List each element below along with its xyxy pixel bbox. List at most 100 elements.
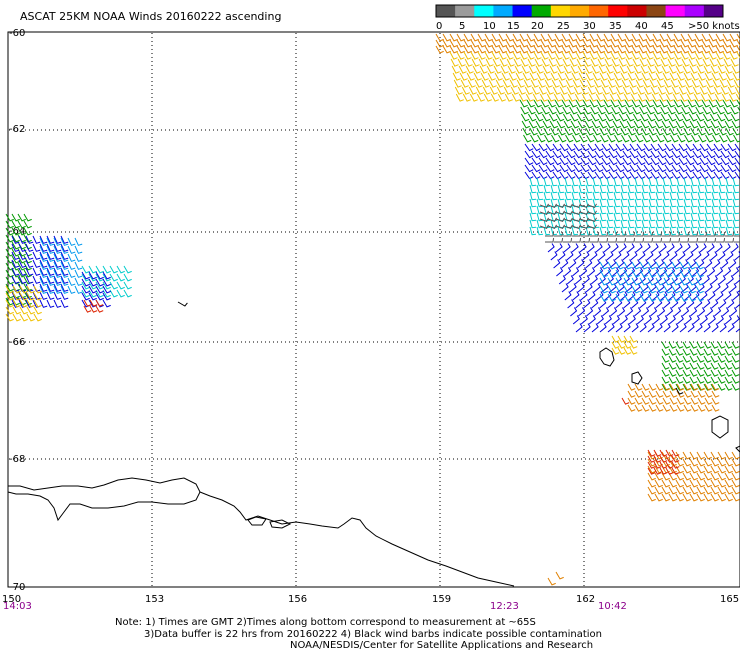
wind-barb bbox=[731, 493, 740, 502]
wind-barb bbox=[694, 39, 703, 48]
wind-barb bbox=[526, 33, 535, 42]
wind-barb bbox=[611, 58, 620, 67]
wind-barb bbox=[109, 281, 118, 290]
wind-barb bbox=[585, 72, 594, 81]
wind-barb bbox=[718, 205, 726, 215]
wind-barb bbox=[579, 224, 589, 230]
wind-barb bbox=[468, 86, 477, 95]
wind-barb bbox=[624, 45, 633, 54]
wind-barb bbox=[602, 307, 610, 317]
wind-barb bbox=[579, 79, 588, 88]
wind-barb bbox=[67, 277, 76, 286]
wind-barb bbox=[607, 134, 616, 143]
wind-barb bbox=[735, 299, 740, 309]
wind-barb bbox=[678, 157, 688, 166]
wind-barb bbox=[625, 259, 633, 269]
wind-barb bbox=[60, 259, 69, 268]
wind-barb bbox=[53, 269, 62, 278]
wind-barb bbox=[654, 472, 663, 481]
wind-barb bbox=[46, 251, 55, 260]
wind-barb bbox=[471, 58, 480, 67]
wind-barb bbox=[88, 281, 97, 290]
wind-barb bbox=[663, 285, 672, 294]
wind-barb bbox=[39, 267, 48, 276]
wind-barb bbox=[666, 45, 675, 54]
wind-barb bbox=[11, 220, 20, 229]
wind-barb bbox=[734, 275, 740, 285]
wind-barb bbox=[689, 355, 698, 363]
wind-barb bbox=[646, 251, 654, 261]
wind-barb bbox=[622, 86, 631, 95]
wind-barb bbox=[671, 467, 680, 475]
wind-barb bbox=[11, 291, 20, 300]
wind-barb bbox=[470, 45, 479, 54]
wind-barb bbox=[697, 184, 705, 194]
wind-barb bbox=[573, 86, 582, 95]
legend-border bbox=[435, 4, 724, 18]
wind-barb bbox=[33, 313, 42, 322]
wind-barb bbox=[475, 86, 484, 95]
wind-barb bbox=[685, 86, 694, 95]
wind-barb bbox=[732, 72, 740, 81]
wind-barb bbox=[493, 65, 502, 74]
wind-barb bbox=[693, 93, 702, 102]
wind-barb bbox=[709, 58, 718, 67]
wind-barb bbox=[655, 212, 663, 222]
legend-swatch bbox=[589, 5, 609, 17]
wind-barb bbox=[582, 99, 591, 108]
wind-barb bbox=[627, 127, 636, 136]
wind-barb bbox=[477, 33, 486, 42]
wind-barb bbox=[599, 261, 608, 270]
wind-barb bbox=[681, 106, 690, 115]
wind-barb bbox=[608, 157, 618, 166]
wind-barb bbox=[60, 291, 69, 300]
wind-barb bbox=[603, 99, 612, 108]
wind-barb bbox=[639, 261, 648, 270]
wind-barb bbox=[81, 281, 90, 290]
wind-barb bbox=[696, 376, 705, 384]
wind-barb bbox=[649, 79, 658, 88]
wind-barb bbox=[639, 113, 649, 122]
wind-barb bbox=[109, 289, 118, 298]
wind-barb bbox=[666, 51, 675, 60]
wind-barb bbox=[653, 231, 663, 237]
wind-barb bbox=[714, 93, 723, 102]
wind-barb bbox=[17, 262, 26, 271]
wind-barb bbox=[566, 157, 576, 166]
wind-barb bbox=[689, 458, 698, 467]
wind-barb bbox=[571, 224, 581, 230]
wind-barb bbox=[579, 210, 589, 216]
wind-barb bbox=[536, 127, 545, 136]
wind-barb bbox=[462, 93, 471, 102]
wind-barb bbox=[528, 65, 537, 74]
wind-barb bbox=[732, 198, 740, 208]
wind-barb bbox=[17, 227, 26, 236]
wind-barb bbox=[583, 323, 591, 333]
wind-barb bbox=[476, 93, 485, 102]
wind-barb bbox=[623, 341, 632, 349]
wind-barb bbox=[641, 191, 649, 201]
wind-barb bbox=[681, 259, 689, 269]
wind-barb bbox=[694, 51, 703, 60]
wind-barb bbox=[626, 120, 635, 129]
wind-barb bbox=[643, 171, 653, 180]
wind-barb bbox=[5, 248, 14, 257]
wind-barb bbox=[657, 157, 667, 166]
wind-barb bbox=[675, 341, 684, 349]
wind-barb bbox=[559, 150, 569, 159]
wind-barb bbox=[731, 376, 740, 384]
wind-barb bbox=[46, 261, 55, 270]
wind-barb bbox=[724, 267, 732, 277]
wind-barb bbox=[602, 93, 611, 102]
wind-barb bbox=[653, 58, 662, 67]
wind-barb bbox=[538, 164, 548, 173]
wind-barb bbox=[627, 191, 635, 201]
wind-barb bbox=[607, 277, 616, 286]
wind-barb bbox=[536, 184, 544, 194]
wind-barb bbox=[449, 51, 458, 60]
wind-barb bbox=[724, 479, 733, 488]
wind-barb bbox=[608, 150, 618, 159]
wind-barb bbox=[559, 143, 569, 152]
wind-barb bbox=[659, 99, 668, 108]
wind-barb bbox=[74, 277, 83, 286]
